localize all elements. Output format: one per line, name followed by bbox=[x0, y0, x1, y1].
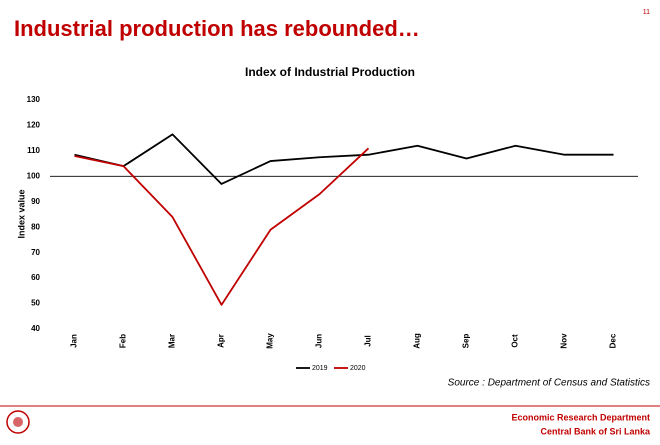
y-tick-label: 90 bbox=[31, 197, 40, 206]
x-tick-label: Mar bbox=[168, 334, 177, 348]
x-tick-label: Aug bbox=[413, 333, 422, 349]
x-tick-label: Jun bbox=[315, 334, 324, 348]
slide-title: Industrial production has rebounded… bbox=[14, 16, 420, 41]
y-axis-label: Index value bbox=[16, 189, 26, 238]
legend-label: 2019 bbox=[312, 365, 328, 372]
y-tick-label: 120 bbox=[27, 121, 41, 130]
y-tick-label: 50 bbox=[31, 299, 40, 308]
source-note: Source : Department of Census and Statis… bbox=[448, 378, 650, 389]
x-tick-label: Sep bbox=[462, 334, 471, 349]
page-number: 11 bbox=[643, 9, 650, 16]
x-tick-label: May bbox=[266, 333, 275, 349]
y-tick-label: 100 bbox=[27, 171, 41, 180]
y-tick-label: 70 bbox=[31, 248, 40, 257]
y-tick-label: 130 bbox=[27, 95, 41, 104]
x-tick-label: Dec bbox=[609, 333, 618, 348]
y-tick-label: 60 bbox=[31, 273, 40, 282]
x-tick-label: Feb bbox=[119, 334, 128, 348]
logo-core bbox=[13, 417, 23, 427]
y-tick-label: 40 bbox=[31, 324, 40, 333]
footer-line: Economic Research Department bbox=[511, 412, 650, 422]
logo bbox=[6, 410, 30, 434]
x-tick-label: Jan bbox=[70, 334, 79, 348]
chart-title: Index of Industrial Production bbox=[245, 65, 415, 79]
x-tick-label: Jul bbox=[364, 335, 373, 347]
legend-label: 2020 bbox=[350, 365, 366, 372]
x-tick-label: Nov bbox=[560, 333, 569, 349]
series-line bbox=[74, 133, 614, 185]
footer-line: Central Bank of Sri Lanka bbox=[540, 426, 651, 436]
x-tick-label: Oct bbox=[511, 334, 520, 348]
y-tick-label: 80 bbox=[31, 222, 40, 231]
x-tick-label: Apr bbox=[217, 334, 226, 348]
series-line bbox=[74, 147, 370, 306]
logo-ring bbox=[6, 410, 30, 434]
y-tick-label: 110 bbox=[27, 146, 40, 155]
